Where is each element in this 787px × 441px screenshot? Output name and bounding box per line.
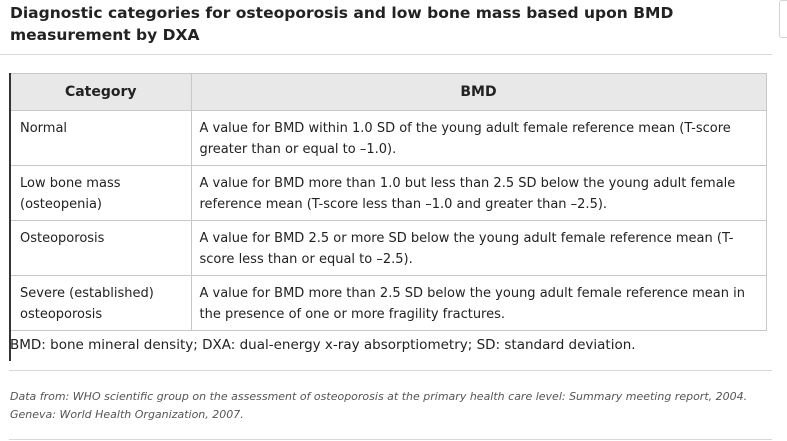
side-panel-tab[interactable] bbox=[779, 0, 787, 38]
abbreviations-footnote: BMD: bone mineral density; DXA: dual-ene… bbox=[10, 337, 636, 353]
header-bmd: BMD bbox=[191, 73, 767, 111]
bmd-cell: A value for BMD more than 2.5 SD below t… bbox=[191, 275, 767, 331]
bmd-cell: A value for BMD within 1.0 SD of the you… bbox=[191, 110, 767, 166]
category-cell: Normal bbox=[11, 110, 192, 166]
table-row: Severe (established) osteoporosis A valu… bbox=[11, 275, 767, 331]
title-divider bbox=[0, 54, 772, 55]
category-cell: Osteoporosis bbox=[11, 220, 192, 276]
footnote-divider bbox=[9, 370, 772, 371]
source-citation: Data from: WHO scientific group on the a… bbox=[10, 390, 748, 421]
table-row: Low bone mass (osteopenia) A value for B… bbox=[11, 165, 767, 221]
table-container: Category BMD Normal A value for BMD with… bbox=[9, 73, 783, 361]
table-row: Osteoporosis A value for BMD 2.5 or more… bbox=[11, 220, 767, 276]
table-title: Diagnostic categories for osteoporosis a… bbox=[10, 4, 674, 44]
bmd-cell: A value for BMD 2.5 or more SD below the… bbox=[191, 220, 767, 276]
category-cell: Low bone mass (osteopenia) bbox=[11, 165, 192, 221]
header-category: Category bbox=[11, 73, 192, 111]
bmd-cell: A value for BMD more than 1.0 but less t… bbox=[191, 165, 767, 221]
diagnostic-categories-table: Category BMD Normal A value for BMD with… bbox=[11, 73, 767, 331]
table-header-row: Category BMD bbox=[11, 73, 767, 111]
bottom-divider bbox=[9, 439, 772, 440]
category-cell: Severe (established) osteoporosis bbox=[11, 275, 192, 331]
table-row: Normal A value for BMD within 1.0 SD of … bbox=[11, 110, 767, 166]
